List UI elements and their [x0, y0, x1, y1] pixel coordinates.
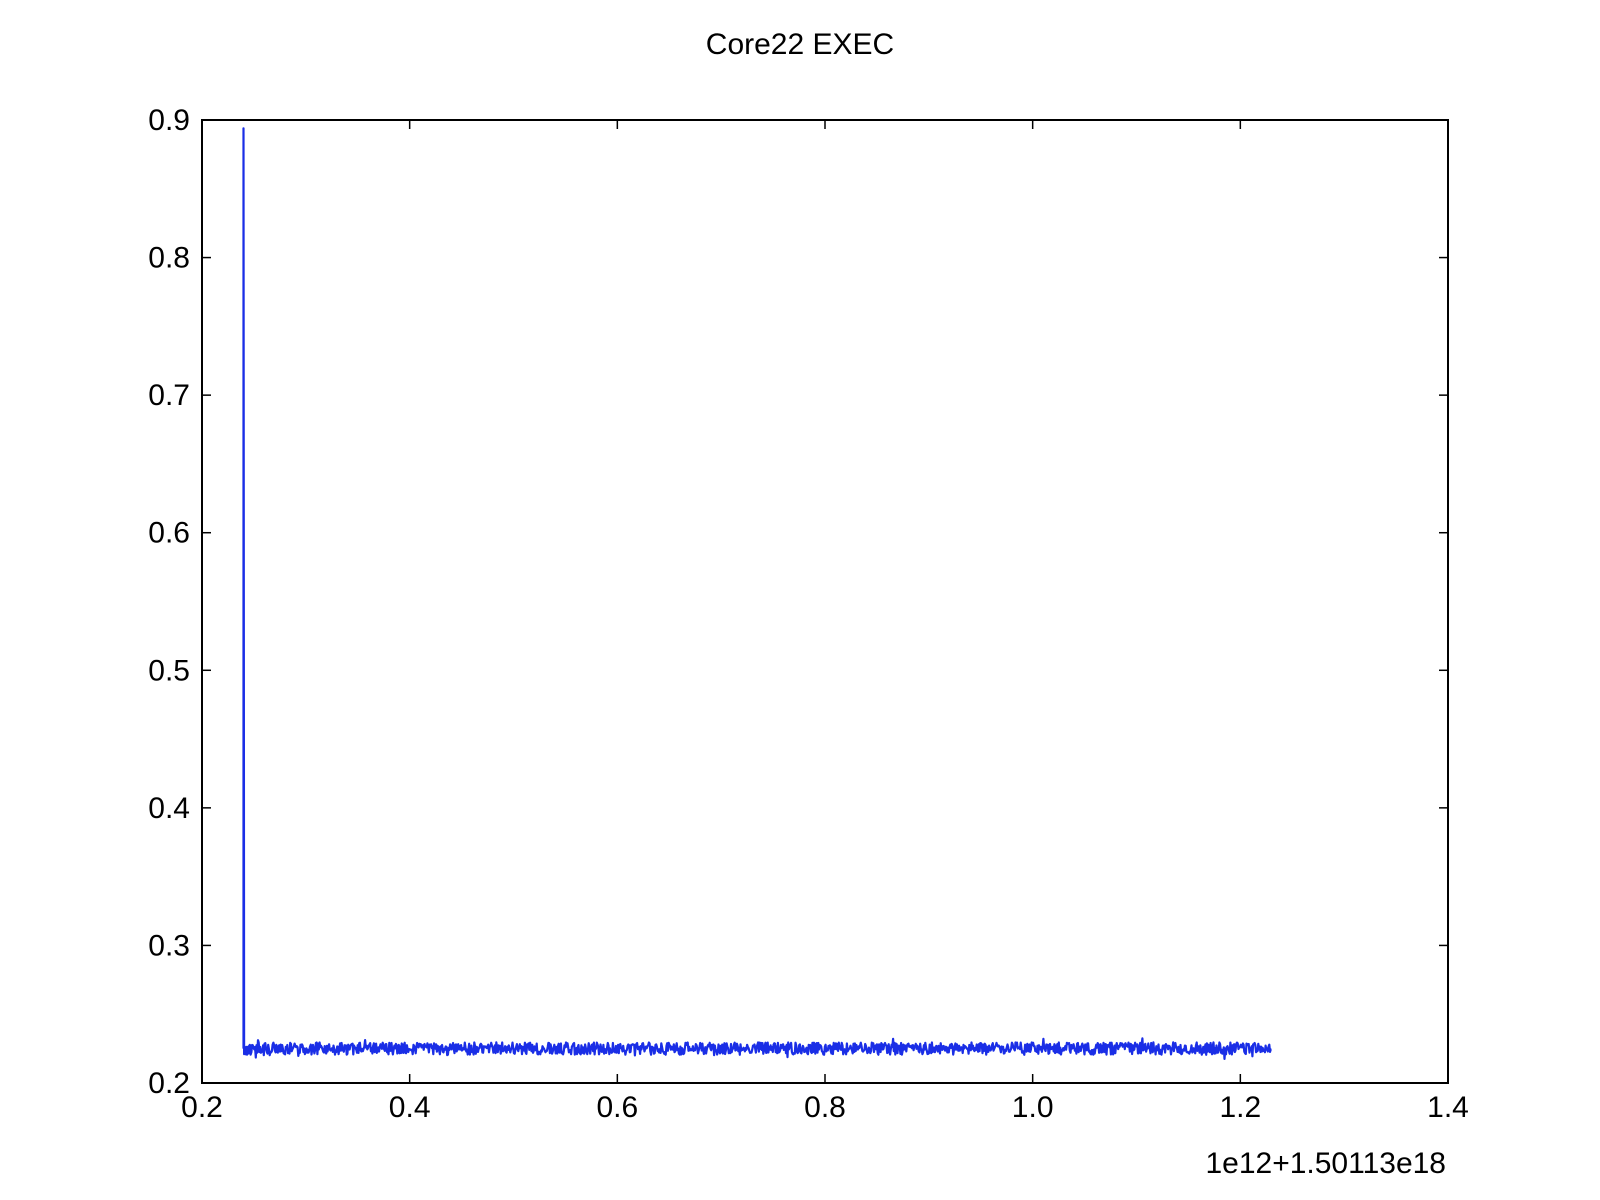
y-tick-label: 0.5 [148, 654, 190, 687]
y-tick-label: 0.4 [148, 792, 190, 825]
y-tick-label: 0.7 [148, 379, 190, 412]
x-tick-label: 1.2 [1219, 1091, 1261, 1124]
x-tick-label: 0.4 [389, 1091, 431, 1124]
x-tick-label: 0.8 [804, 1091, 846, 1124]
chart-title: Core22 EXEC [706, 28, 894, 61]
series-line [242, 127, 1272, 1060]
y-tick-label: 0.9 [148, 104, 190, 137]
y-tick-label: 0.6 [148, 517, 190, 550]
y-tick-label: 0.3 [148, 929, 190, 962]
x-tick-label: 0.6 [596, 1091, 638, 1124]
series-layer [242, 127, 1272, 1060]
x-tick-label: 1.4 [1427, 1091, 1469, 1124]
plot-area: 0.2 0.4 0.6 0.8 1.0 1.2 1.4 0.2 0.3 0.4 0.5 0.6 0.7… [148, 104, 1469, 1124]
x-tick-label: 1.0 [1012, 1091, 1054, 1124]
x-axis-offset-label: 1e12+1.50113e18 [1205, 1147, 1446, 1180]
y-tick-label: 0.2 [148, 1067, 190, 1100]
x-axis: 0.2 0.4 0.6 0.8 1.0 1.2 1.4 [181, 120, 1469, 1124]
y-tick-label: 0.8 [148, 242, 190, 275]
x-tick-label: 0.2 [181, 1091, 223, 1124]
y-axis: 0.2 0.3 0.4 0.5 0.6 0.7 0.8 0.9 [148, 104, 1448, 1100]
